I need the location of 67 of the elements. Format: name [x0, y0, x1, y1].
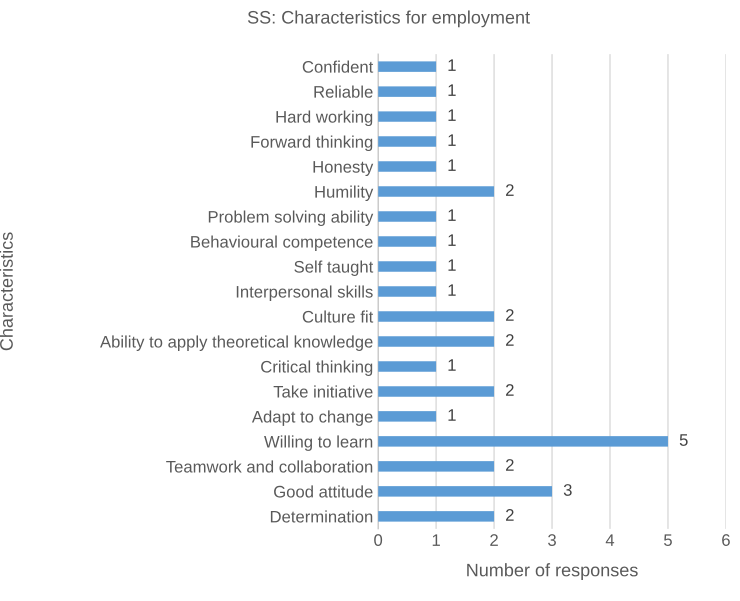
bar — [378, 511, 494, 522]
x-tick-label: 4 — [606, 534, 614, 546]
y-tick-label: Adapt to change — [252, 410, 373, 426]
x-tick-label: 6 — [722, 534, 730, 546]
bar — [378, 486, 552, 497]
data-label: 1 — [448, 209, 456, 221]
y-tick-label: Reliable — [314, 86, 373, 98]
data-label: 2 — [506, 184, 514, 196]
data-label: 2 — [506, 509, 514, 521]
y-tick-label: Confident — [302, 60, 374, 73]
y-tick-label: Take initiative — [274, 385, 373, 398]
x-tick-label: 0 — [374, 534, 382, 546]
bar — [378, 436, 668, 447]
data-label: 2 — [506, 384, 514, 396]
data-label: 1 — [448, 59, 456, 71]
data-label: 1 — [448, 359, 456, 371]
data-label: 1 — [448, 234, 456, 246]
data-label: 5 — [680, 434, 688, 446]
bar — [378, 336, 494, 347]
y-tick-label: Teamwork and collaboration — [166, 460, 372, 473]
y-tick-label: Critical thinking — [261, 360, 372, 376]
y-tick-label: Hard working — [276, 110, 372, 126]
bar — [378, 411, 436, 422]
bar — [378, 161, 436, 172]
bar — [378, 236, 436, 247]
bar — [378, 186, 494, 197]
bar — [378, 61, 436, 72]
y-tick-label: Self taught — [294, 260, 374, 276]
bar — [378, 111, 436, 122]
bar — [378, 311, 494, 322]
data-label: 1 — [448, 259, 456, 271]
data-label: 1 — [448, 409, 456, 421]
data-label: 1 — [448, 284, 456, 296]
y-tick-label: Interpersonal skills — [236, 285, 373, 301]
bar — [378, 211, 436, 222]
x-tick-label: 2 — [490, 534, 498, 546]
data-label: 3 — [564, 484, 572, 496]
data-label: 1 — [448, 84, 456, 96]
y-tick-label: Humility — [315, 185, 374, 202]
bar — [378, 386, 494, 397]
y-tick-label: Determination — [270, 510, 372, 523]
bar — [378, 286, 436, 297]
y-tick-label: Culture fit — [302, 310, 374, 323]
data-label: 1 — [448, 109, 456, 121]
bar — [378, 136, 436, 147]
data-label: 2 — [506, 334, 514, 346]
y-axis-title: Characteristics — [0, 232, 13, 350]
bar — [378, 261, 436, 272]
y-tick-label: Honesty — [314, 161, 374, 176]
data-label: 1 — [448, 159, 456, 171]
y-tick-label: Willing to learn — [264, 435, 372, 451]
x-tick-label: 1 — [432, 534, 440, 546]
y-tick-label: Ability to apply theoretical knowledge — [100, 335, 373, 351]
y-tick-label: Problem solving ability — [208, 210, 374, 226]
x-axis-title: Number of responses — [467, 563, 638, 580]
x-tick-label: 3 — [548, 534, 556, 546]
y-tick-label: Forward thinking — [251, 136, 372, 152]
data-label: 2 — [506, 459, 514, 471]
y-tick-label: Good attitude — [274, 485, 373, 498]
y-tick-label: Behavioural competence — [191, 235, 373, 252]
data-label: 1 — [448, 134, 456, 146]
x-tick-label: 5 — [664, 534, 672, 546]
bar — [378, 361, 436, 372]
data-label: 2 — [506, 309, 514, 321]
chart-title: SS: Characteristics for employment — [248, 10, 530, 28]
bar — [378, 461, 494, 472]
bar — [378, 86, 436, 97]
